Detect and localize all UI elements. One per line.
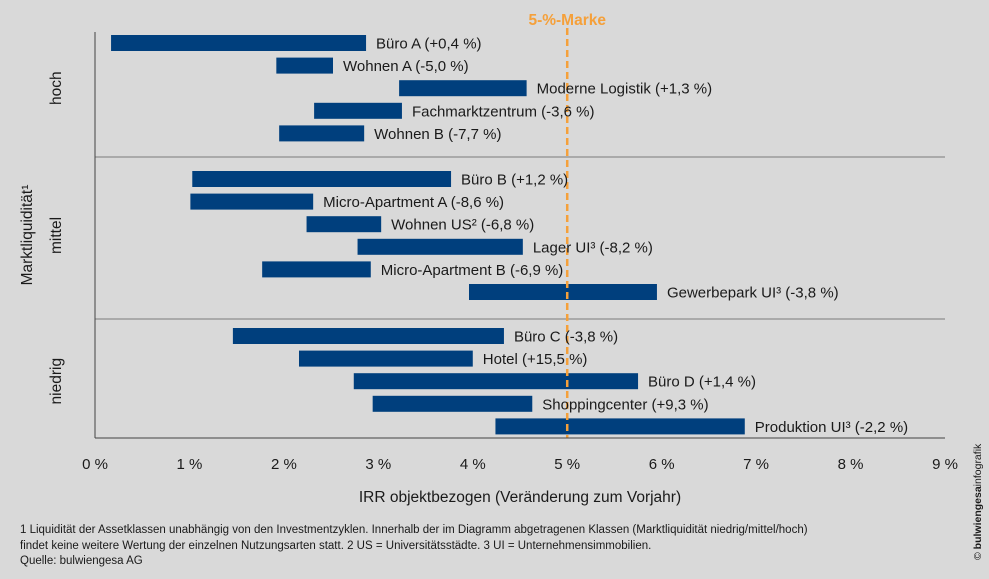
credit-suffix: infografik — [972, 443, 984, 487]
x-axis-title: IRR objektbezogen (Veränderung zum Vorja… — [359, 489, 681, 506]
bar — [111, 35, 367, 51]
x-tick-label: 1 % — [177, 456, 203, 473]
bar — [262, 261, 371, 278]
x-tick-label: 0 % — [82, 456, 108, 473]
bar-label: Wohnen B (-7,7 %) — [374, 126, 501, 143]
credit-prefix: © — [972, 549, 984, 560]
x-tick-label: 7 % — [743, 456, 769, 473]
bar — [192, 171, 452, 187]
x-tick-label: 6 % — [649, 456, 675, 473]
bar — [314, 102, 402, 119]
x-tick-label: 2 % — [271, 456, 297, 473]
bar — [306, 216, 382, 233]
x-tick-label: 8 % — [838, 456, 864, 473]
x-tick-label: 3 % — [365, 456, 391, 473]
bar-label: Produktion UI³ (-2,2 %) — [755, 419, 908, 436]
bar-labels-layer: Büro A (+0,4 %) Wohnen A (-5,0 %) Moderne … — [323, 36, 908, 436]
bars-layer — [111, 35, 745, 435]
bar-label: Büro D (+1,4 %) — [648, 374, 756, 391]
footnote-line-2: findet keine weitere Wertung der einzeln… — [20, 539, 652, 552]
bar-label: Gewerbepark UI³ (-3,8 %) — [667, 285, 839, 302]
copyright-credit: © bulwiengesainfografik — [972, 444, 984, 560]
source-line: Quelle: bulwiengesa AG — [20, 555, 143, 567]
footnote-line-1: 1 Liquidität der Assetklassen unabhängig… — [20, 524, 808, 536]
bar — [357, 238, 523, 255]
bar-label: Shoppingcenter (+9,3 %) — [542, 396, 708, 413]
bar — [276, 57, 333, 74]
bar — [353, 373, 639, 390]
footnote: 1 Liquidität der Assetklassen unabhängig… — [20, 523, 920, 570]
x-tick-label: 9 % — [932, 456, 958, 473]
bar — [299, 350, 473, 367]
bar-label: Micro-Apartment A (-8,6 %) — [323, 194, 504, 211]
y-axis-title: Marktliquidität¹ — [19, 185, 36, 286]
bar-label: Wohnen US² (-6,8 %) — [391, 217, 534, 234]
bar — [372, 395, 533, 412]
bar — [232, 328, 504, 344]
bar-label: Micro-Apartment B (-6,9 %) — [381, 262, 564, 279]
bar — [399, 80, 527, 97]
reference-layer: 5-%-Marke — [528, 12, 606, 438]
bar-label: Büro A (+0,4 %) — [376, 36, 481, 53]
group-label-hoch: hoch — [48, 71, 65, 105]
bar — [495, 418, 745, 435]
bar-label: Fachmarktzentrum (-3,6 %) — [412, 103, 595, 120]
axis-layer: 0 % 1 % 2 % 3 % 4 % 5 % 6 % 7 % 8 % 9 % IRR objekt… — [19, 32, 958, 506]
group-label-niedrig: niedrig — [48, 358, 65, 405]
x-tick-label: 5 % — [554, 456, 580, 473]
irr-range-chart: 5-%-Marke Büro A (+0,4 %) Wohnen A (-5,0 … — [19, 12, 958, 506]
bar-label: Büro C (-3,8 %) — [514, 329, 618, 346]
bar-label: Lager UI³ (-8,2 %) — [533, 239, 653, 256]
bar — [190, 193, 314, 210]
bar-label: Büro B (+1,2 %) — [461, 172, 568, 189]
bar — [469, 284, 657, 300]
bar-label: Moderne Logistik (+1,3 %) — [537, 81, 713, 98]
grid-layer — [95, 156, 945, 320]
bar-label: Hotel (+15,5 %) — [483, 351, 588, 368]
bar — [279, 125, 365, 142]
reference-line-label: 5-%-Marke — [528, 12, 606, 29]
group-label-mittel: mittel — [48, 217, 65, 254]
bar-label: Wohnen A (-5,0 %) — [343, 58, 469, 75]
credit-brand: bulwiengesa — [972, 486, 984, 550]
x-tick-label: 4 % — [460, 456, 486, 473]
